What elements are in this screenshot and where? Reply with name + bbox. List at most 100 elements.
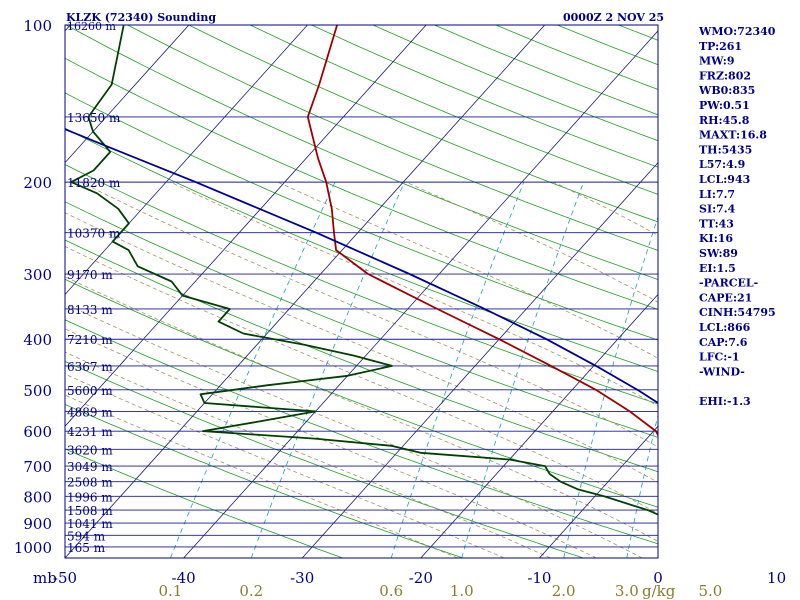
pressure-tick-label: 400: [23, 331, 52, 349]
dry-adiabat-line: [65, 92, 658, 341]
pressure-tick-label: 500: [23, 382, 52, 400]
isotherm-line: [777, 25, 800, 558]
chart-timestamp: 0000Z 2 NOV 25: [563, 11, 664, 24]
index-entry: WMO:72340: [698, 25, 776, 38]
temperature-tick-label: -10: [527, 569, 551, 587]
height-label: 4889 m: [67, 405, 113, 419]
height-label: 1508 m: [67, 504, 113, 518]
index-entry: SI:7.4: [699, 203, 736, 216]
moist-adiabat-line: [170, 181, 658, 407]
mixing-ratio-tick-label: 2.0: [552, 582, 576, 600]
mixing-ratio-line: [170, 181, 336, 558]
moist-adiabats: [65, 181, 658, 558]
index-entry: MW:9: [699, 55, 735, 68]
pressure-tick-label: 100: [23, 17, 52, 35]
index-entry: LCL:866: [699, 321, 751, 334]
sounding-series-0: [306, 25, 658, 437]
height-label: 4231 m: [67, 425, 113, 439]
dry-adiabat-line: [65, 201, 658, 438]
pressure-unit-label: mb: [33, 569, 57, 587]
index-entry: EI:1.5: [699, 262, 736, 275]
temperature-tick-label: -20: [409, 569, 433, 587]
index-entry: CINH:54795: [699, 306, 776, 319]
temperature-tick-label: -40: [172, 569, 196, 587]
index-entry: EHI:-1.3: [699, 395, 751, 408]
height-label: 11820 m: [67, 176, 121, 190]
dry-adiabat-line: [65, 25, 658, 280]
height-label: 2508 m: [67, 476, 113, 490]
index-entry: WB0:835: [698, 84, 755, 97]
index-entry: RH:45.8: [699, 114, 750, 127]
isotherm-line: [65, 25, 71, 32]
index-entry: KI:16: [699, 232, 733, 245]
mixing-ratio-tick-label: 0.6: [379, 582, 403, 600]
pressure-tick-label: 900: [23, 515, 52, 533]
moist-adiabat-line: [65, 303, 643, 558]
index-entry: -PARCEL-: [699, 277, 758, 290]
moist-adiabat-line: [80, 181, 658, 448]
pressure-tick-label: 800: [23, 488, 52, 506]
mixing-ratio-line: [250, 181, 405, 558]
pressure-tick-label: 600: [23, 423, 52, 441]
index-entry: SW:89: [699, 247, 738, 260]
height-label: 1041 m: [67, 517, 113, 531]
height-label: 7210 m: [67, 333, 113, 347]
moist-adiabat-line: [65, 373, 505, 558]
temperature-tick-label: -50: [53, 569, 77, 587]
index-entry: CAP:7.6: [699, 336, 748, 349]
mixing-ratio-line: [390, 181, 525, 558]
moist-adiabat-line: [65, 394, 458, 558]
index-entry: CAPE:21: [699, 291, 752, 304]
height-label: 594 m: [67, 529, 106, 543]
index-entry: LCL:943: [699, 173, 750, 186]
isotherm-line: [420, 293, 658, 558]
mixing-ratio-tick-label: 0.1: [158, 582, 182, 600]
temperature-tick-label: -30: [290, 569, 314, 587]
height-label: 13650 m: [67, 111, 121, 125]
index-entry: TH:5435: [699, 143, 752, 156]
mixing-ratio-tick-label: 1.0: [450, 582, 474, 600]
top-height-label: 16260 m: [67, 20, 116, 33]
isotherms: [65, 25, 800, 558]
mixing-ratio-lines: [170, 181, 658, 558]
dry-adiabat-line: [557, 25, 658, 66]
dry-adiabat-line: [65, 404, 464, 558]
dry-adiabat-line: [65, 127, 658, 372]
height-label: 1996 m: [67, 490, 113, 504]
sounding-traces: [65, 25, 658, 516]
index-entry: L57:4.9: [699, 158, 745, 171]
mixing-ratio-line: [626, 413, 658, 558]
index-entry: TP:261: [699, 40, 742, 53]
index-entry: MAXT:16.8: [699, 129, 767, 142]
mixing-ratio-tick-label: 3.0: [615, 582, 639, 600]
dry-adiabat-line: [495, 25, 658, 90]
dry-adiabat-line: [65, 448, 343, 558]
mixing-ratio-tick-label: 5.0: [698, 582, 722, 600]
moist-adiabat-line: [65, 351, 551, 558]
height-label: 165 m: [67, 541, 106, 555]
index-entry: TT:43: [699, 217, 734, 230]
index-entry: LI:7.7: [699, 188, 735, 201]
height-label: 3049 m: [67, 460, 113, 474]
pressure-tick-label: 300: [23, 266, 52, 284]
isotherm-line: [539, 425, 658, 558]
moist-adiabat-line: [65, 328, 597, 558]
mixing-ratio-unit-label: g/kg: [642, 582, 676, 600]
sounding-series-1: [70, 25, 658, 516]
index-entry: -WIND-: [699, 365, 745, 378]
mixing-ratio-tick-label: 0.2: [239, 582, 263, 600]
height-label: 10370 m: [67, 227, 121, 241]
isobars: [65, 116, 658, 559]
height-label: 9170 m: [67, 268, 113, 282]
isotherm-line: [65, 25, 308, 296]
height-label: 3620 m: [67, 443, 113, 457]
sounding-series-2: [65, 128, 658, 404]
isotherm-line: [301, 162, 658, 558]
moist-adiabat-line: [277, 181, 658, 359]
pressure-tick-label: 1000: [14, 539, 52, 557]
isotherm-line: [65, 25, 190, 164]
isotherm-line: [183, 30, 658, 558]
